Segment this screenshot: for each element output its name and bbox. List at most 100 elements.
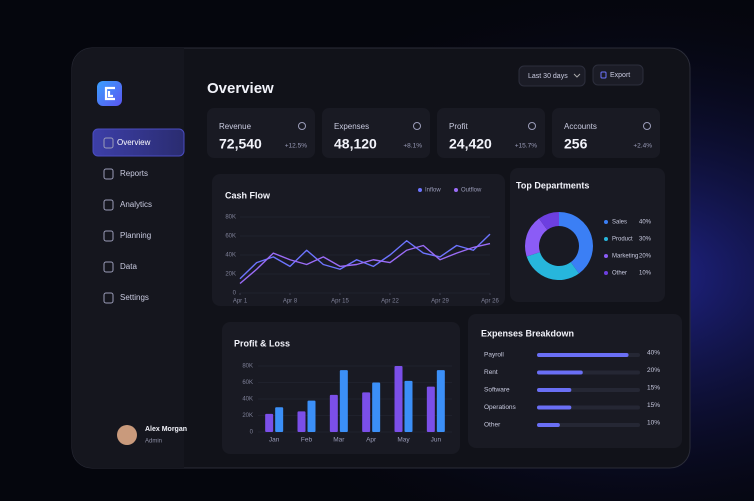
kpi-change: +8.1%: [403, 143, 422, 150]
y-tick-label: 20K: [225, 272, 236, 278]
legend-swatch: [604, 254, 608, 258]
kpi-label: Profit: [449, 122, 468, 131]
export-label: Export: [610, 72, 630, 79]
nav-icon: [103, 168, 114, 180]
bar: [275, 407, 284, 432]
value-label: 10%: [647, 420, 660, 427]
kpi-card: [552, 108, 660, 158]
nav-item[interactable]: Analytics: [120, 200, 152, 209]
kpi-card: [322, 108, 430, 158]
kpi-card: [207, 108, 315, 158]
bar: [537, 423, 560, 427]
nav-item[interactable]: Overview: [117, 138, 151, 147]
series-line: [239, 233, 491, 280]
user-role: Admin: [145, 439, 162, 445]
value-label: 10%: [639, 271, 652, 277]
bar: [537, 405, 572, 410]
range-label: Last 30 days: [528, 73, 568, 80]
y-tick-label: 20K: [242, 413, 253, 419]
bar-label: Operations: [484, 404, 517, 411]
bar-label: Other: [484, 422, 501, 429]
nav-icon: [103, 230, 114, 242]
kpi-change: +2.4%: [633, 143, 652, 150]
kpi-icon: [528, 122, 536, 130]
value-label: 15%: [647, 402, 660, 409]
legend-swatch: [604, 237, 608, 241]
legend-swatch: [454, 188, 458, 192]
bar-label: Rent: [484, 369, 498, 376]
x-tick-label: Feb: [301, 437, 313, 444]
nav-item[interactable]: Reports: [120, 169, 148, 178]
legend-label: Product: [612, 237, 633, 243]
kpi-change: +12.5%: [285, 143, 307, 150]
bar: [329, 394, 338, 432]
bar: [404, 380, 413, 432]
x-tick-label: Apr 29: [431, 299, 449, 305]
value-label: 20%: [647, 367, 660, 374]
legend-label: Outflow: [461, 188, 482, 194]
nav-icon: [103, 199, 114, 211]
y-tick-label: 60K: [225, 234, 236, 240]
card-title: Cash Flow: [225, 190, 271, 200]
value-label: 15%: [647, 385, 660, 392]
export-icon: [600, 71, 607, 79]
kpi-icon: [413, 122, 421, 130]
legend-swatch: [604, 271, 608, 275]
x-tick-label: Apr 22: [381, 299, 399, 305]
series-line: [239, 242, 491, 285]
kpi-value: 72,540: [219, 136, 262, 152]
legend-label: Other: [612, 271, 627, 277]
kpi-label: Expenses: [334, 122, 369, 131]
sidebar: [72, 48, 184, 468]
bar: [426, 386, 435, 432]
range-select[interactable]: [518, 65, 586, 87]
nav-item[interactable]: Data: [120, 262, 137, 271]
x-tick-label: Jan: [269, 437, 280, 444]
logo-glyph: [104, 86, 115, 101]
legend-swatch: [604, 220, 608, 224]
card: [212, 174, 505, 306]
value-label: 40%: [639, 220, 652, 226]
bar: [265, 413, 274, 432]
legend-label: Inflow: [425, 188, 441, 194]
avatar: [117, 425, 137, 445]
bar-track: [537, 423, 640, 427]
nav-icon: [103, 261, 114, 273]
y-tick-label: 80K: [225, 215, 236, 221]
kpi-value: 256: [564, 136, 588, 152]
y-tick-label: 0: [250, 430, 254, 436]
kpi-icon: [298, 122, 306, 130]
bar-label: Payroll: [484, 352, 504, 359]
chevron: [573, 73, 581, 78]
nav-active: [92, 128, 185, 157]
x-tick-label: Mar: [333, 437, 345, 444]
card-title: Profit & Loss: [234, 338, 290, 348]
kpi-value: 48,120: [334, 136, 377, 152]
x-tick-label: Apr 1: [233, 299, 248, 305]
kpi-icon: [643, 122, 651, 130]
export-button[interactable]: [592, 64, 644, 86]
bar: [339, 370, 348, 432]
bar: [394, 366, 403, 432]
y-tick-label: 40K: [225, 253, 236, 259]
value-label: 30%: [639, 237, 652, 243]
x-tick-label: Apr 26: [481, 299, 499, 305]
donut-slice: [559, 212, 593, 274]
legend-label: Marketing: [612, 254, 638, 260]
kpi-label: Accounts: [564, 122, 597, 131]
value-label: 20%: [639, 254, 652, 260]
x-tick-label: Apr: [366, 437, 377, 444]
x-tick-label: Jun: [431, 437, 442, 444]
y-tick-label: 0: [233, 291, 237, 297]
nav-item[interactable]: Settings: [120, 293, 149, 302]
kpi-label: Revenue: [219, 122, 252, 131]
bar: [537, 353, 629, 357]
bar: [436, 370, 445, 432]
x-tick-label: Apr 15: [331, 299, 349, 305]
bar: [307, 400, 316, 432]
donut-slice: [526, 252, 579, 280]
nav-item[interactable]: Planning: [120, 231, 151, 240]
nav-icon: [103, 292, 114, 304]
bar: [537, 370, 583, 375]
